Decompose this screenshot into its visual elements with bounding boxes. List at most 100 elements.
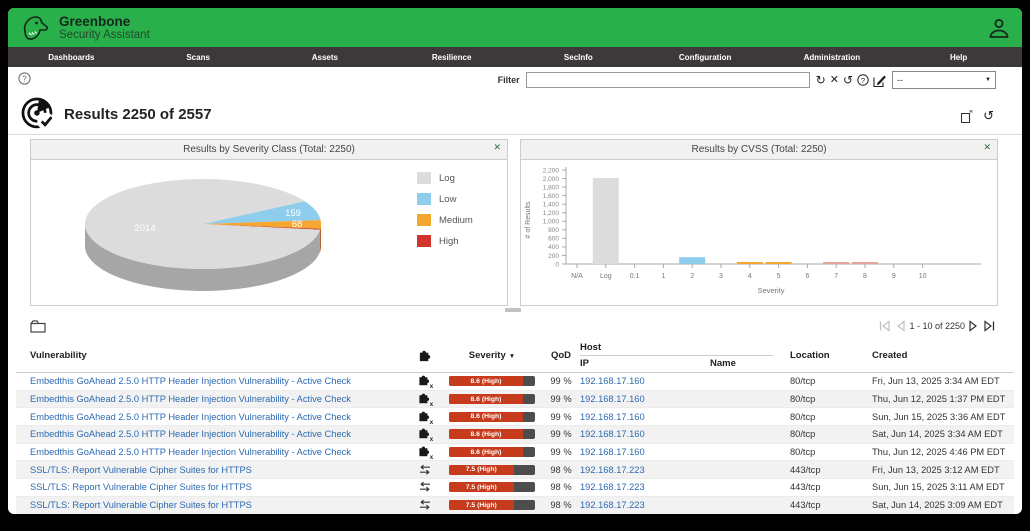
workaround-solution-icon — [408, 463, 442, 477]
workaround-solution-icon — [408, 498, 442, 512]
cvss-bar-chart[interactable]: 02004006008001,0001,2001,4001,6001,8002,… — [521, 160, 997, 305]
user-menu-icon[interactable] — [986, 16, 1010, 40]
svg-text:1,400: 1,400 — [543, 201, 560, 208]
nav-item-scans[interactable]: Scans — [186, 52, 210, 62]
svg-text:8: 8 — [863, 273, 867, 280]
severity-badge: 8.6 (High) — [449, 394, 535, 405]
vulnerability-link[interactable]: Embedthis GoAhead 2.5.0 HTTP Header Inje… — [30, 429, 351, 440]
update-filter-icon[interactable]: ↻ — [815, 73, 826, 87]
svg-text:?: ? — [861, 76, 865, 85]
svg-text:1,600: 1,600 — [543, 193, 560, 200]
created-value: Fri, Jun 13, 2025 3:12 AM EDT — [872, 464, 1000, 475]
close-icon[interactable]: ✕ — [493, 142, 501, 152]
brand-subtitle: Security Assistant — [59, 28, 150, 41]
svg-text:?: ? — [22, 74, 27, 83]
legend-swatch — [417, 172, 431, 184]
close-icon[interactable]: ✕ — [983, 142, 991, 152]
tags-folder-icon[interactable] — [30, 319, 46, 333]
host-ip-link[interactable]: 192.168.17.160 — [580, 376, 645, 387]
no-solution-available-icon: x — [408, 373, 442, 389]
vulnerability-link[interactable]: Embedthis GoAhead 2.5.0 HTTP Header Inje… — [30, 376, 351, 387]
vulnerability-link[interactable]: Embedthis GoAhead 2.5.0 HTTP Header Inje… — [30, 411, 351, 422]
svg-text:68: 68 — [292, 219, 303, 230]
table-row: Embedthis GoAhead 2.5.0 HTTP Header Inje… — [16, 444, 1014, 462]
dashboard-resize-handle[interactable] — [505, 308, 521, 312]
vulnerability-link[interactable]: Embedthis GoAhead 2.5.0 HTTP Header Inje… — [30, 447, 351, 458]
location-value: 443/tcp — [790, 482, 821, 493]
nav-item-resilience[interactable]: Resilience — [431, 52, 472, 62]
first-page-icon[interactable] — [878, 320, 891, 332]
column-header-host[interactable]: Host — [580, 341, 602, 353]
column-header-name[interactable]: Name — [710, 357, 736, 369]
vulnerability-link[interactable]: SSL/TLS: Report Vulnerable Cipher Suites… — [30, 464, 252, 475]
last-page-icon[interactable] — [983, 320, 996, 332]
qod-value: 98 % — [550, 500, 572, 511]
column-header-location[interactable]: Location — [790, 349, 830, 361]
svg-text:x: x — [429, 454, 432, 460]
next-page-icon[interactable] — [968, 320, 980, 332]
column-header-ip[interactable]: IP — [580, 357, 589, 369]
severity-badge: 8.6 (High) — [449, 376, 535, 387]
host-ip-link[interactable]: 192.168.17.223 — [580, 482, 645, 493]
nav-item-secinfo[interactable]: SecInfo — [563, 52, 593, 62]
legend-item-high: High — [417, 235, 473, 247]
filter-preset-select[interactable]: -- ▼ — [892, 71, 996, 89]
reset-filter-icon[interactable]: ↺ — [842, 73, 853, 87]
previous-page-icon[interactable] — [894, 320, 906, 332]
dashboard-row: Results by Severity Class (Total: 2250) … — [30, 139, 998, 306]
no-solution-available-icon: x — [408, 444, 442, 460]
host-ip-link[interactable]: 192.168.17.223 — [580, 464, 645, 475]
remove-filter-icon[interactable]: ✕ — [829, 73, 839, 86]
no-solution-available-icon: x — [408, 409, 442, 425]
cvss-panel-header[interactable]: Results by CVSS (Total: 2250) ✕ — [521, 140, 997, 160]
created-value: Fri, Jun 13, 2025 3:34 AM EDT — [872, 376, 1000, 387]
nav-item-administration[interactable]: Administration — [803, 52, 861, 62]
legend-label: Medium — [439, 214, 473, 226]
svg-text:200: 200 — [548, 253, 559, 260]
page-help-icon[interactable]: ? — [18, 72, 31, 85]
edit-filter-icon[interactable] — [873, 74, 886, 87]
solution-type-column-icon[interactable] — [408, 348, 442, 363]
vulnerability-link[interactable]: Embedthis GoAhead 2.5.0 HTTP Header Inje… — [30, 394, 351, 405]
host-ip-link[interactable]: 192.168.17.160 — [580, 447, 645, 458]
column-header-vulnerability[interactable]: Vulnerability — [30, 349, 87, 361]
nav-item-configuration[interactable]: Configuration — [678, 52, 732, 62]
created-value: Sun, Jun 15, 2025 3:36 AM EDT — [872, 411, 1006, 422]
nav-item-help[interactable]: Help — [949, 52, 968, 62]
svg-text:1,800: 1,800 — [543, 184, 560, 191]
created-value: Sat, Jun 14, 2025 3:09 AM EDT — [872, 500, 1003, 511]
qod-value: 99 % — [550, 394, 572, 405]
column-header-created[interactable]: Created — [872, 349, 908, 361]
severity-class-panel-header[interactable]: Results by Severity Class (Total: 2250) … — [31, 140, 507, 160]
severity-class-panel: Results by Severity Class (Total: 2250) … — [30, 139, 508, 306]
location-value: 443/tcp — [790, 500, 821, 511]
brand-home-link[interactable]: Greenbone Security Assistant — [20, 13, 150, 43]
table-row: SSL/TLS: Report Vulnerable Cipher Suites… — [16, 496, 1014, 514]
refresh-page-icon[interactable]: ↺ — [983, 109, 994, 124]
host-ip-link[interactable]: 192.168.17.160 — [580, 411, 645, 422]
host-ip-link[interactable]: 192.168.17.160 — [580, 429, 645, 440]
filter-input[interactable] — [525, 72, 810, 88]
table-row: SSL/TLS: Report Vulnerable Cipher Suites… — [16, 479, 1014, 497]
severity-badge: 8.6 (High) — [449, 429, 535, 440]
svg-text:3: 3 — [719, 273, 723, 280]
svg-text:400: 400 — [548, 244, 559, 251]
filter-preset-value: -- — [897, 75, 903, 85]
column-header-qod[interactable]: QoD — [550, 349, 572, 361]
nav-item-dashboards[interactable]: Dashboards — [48, 52, 95, 62]
vulnerability-link[interactable]: SSL/TLS: Report Vulnerable Cipher Suites… — [30, 500, 252, 511]
cvss-panel-title: Results by CVSS (Total: 2250) — [691, 144, 827, 155]
created-value: Sat, Jun 14, 2025 3:34 AM EDT — [872, 429, 1003, 440]
export-results-icon[interactable]: * — [960, 110, 974, 124]
svg-text:x: x — [429, 419, 432, 425]
cvss-panel: Results by CVSS (Total: 2250) ✕ 0 200 400 6… — [520, 139, 998, 306]
host-ip-link[interactable]: 192.168.17.160 — [580, 394, 645, 405]
host-ip-link[interactable]: 192.168.17.223 — [580, 500, 645, 511]
nav-item-assets[interactable]: Assets — [311, 52, 338, 62]
severity-badge: 8.6 (High) — [449, 411, 535, 422]
legend-label: High — [439, 235, 459, 247]
column-header-severity[interactable]: Severity ▼ — [468, 349, 516, 361]
filter-help-icon[interactable]: ? — [857, 74, 869, 86]
vulnerability-link[interactable]: SSL/TLS: Report Vulnerable Cipher Suites… — [30, 482, 252, 493]
